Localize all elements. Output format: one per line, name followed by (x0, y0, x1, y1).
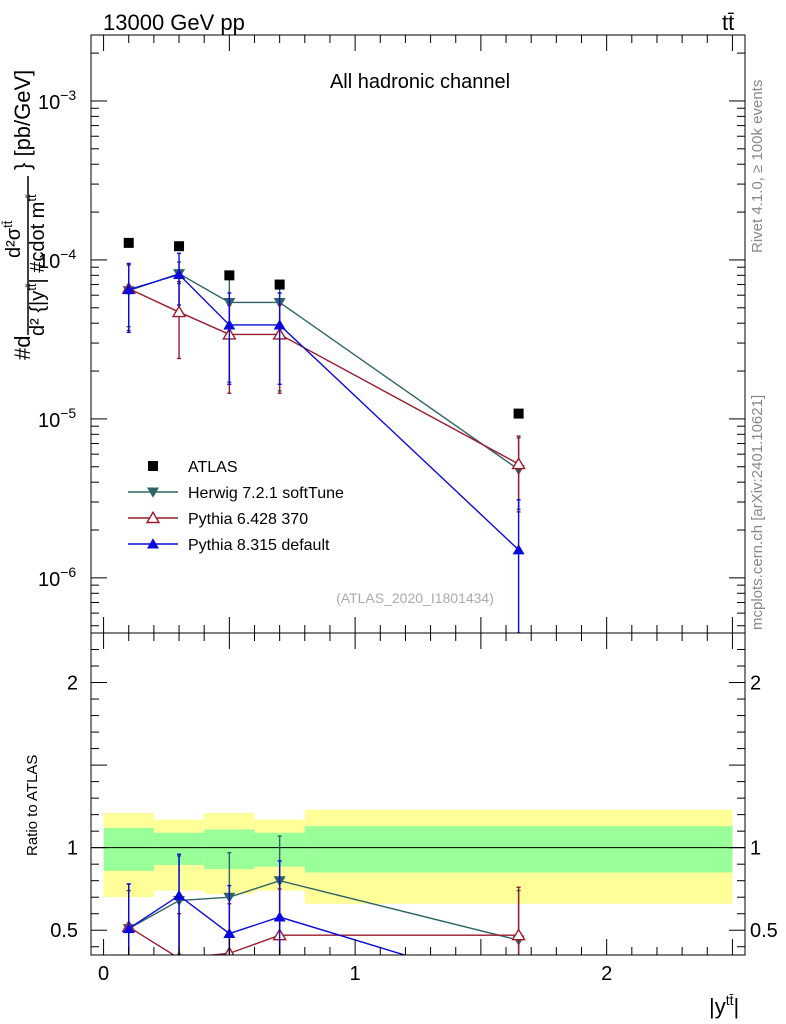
legend-herwig-7-2-1-softtune: Herwig 7.2.1 softTune (128, 485, 344, 502)
main-pythia-8-315-default-point (512, 544, 525, 555)
main-pythia-8-315-default-series (122, 252, 525, 633)
legend-herwig-7-2-1-softtune-label: Herwig 7.2.1 softTune (188, 485, 344, 502)
xlabel-sup: tt̄ (726, 992, 734, 1008)
ratio-ytick-label-left: 2 (67, 673, 78, 695)
ylabel-den-rest: | #cdot m (27, 202, 49, 284)
xlabel-text: |y (709, 994, 726, 1019)
energy-label: 13000 GeV pp (103, 10, 245, 35)
main-ytick-label: 10−4 (38, 246, 76, 273)
ratio-frame (90, 632, 746, 956)
ratio-band-inner (103, 827, 154, 871)
process-label: tt̄ (722, 10, 734, 35)
ratio-pythia-8-315-default-line (128, 894, 407, 955)
ylabel-den-sup: tt̄ (24, 283, 39, 291)
ratio-pythia-8-315-default-point (273, 911, 286, 922)
main-ytick-exp: −4 (60, 246, 76, 262)
main-herwig-7-2-1-softtune-series (122, 261, 525, 510)
main-atlas-point (174, 241, 185, 252)
main-ytick-base: 10 (38, 251, 60, 273)
main-pythia-6-428-370-point (171, 304, 187, 318)
legend-pythia-8-315-default-marker (147, 538, 159, 549)
main-ytick-exp: −5 (60, 405, 76, 421)
ratio-ytick-label-left: 1 (67, 838, 78, 860)
ylabel-unit: } [pb/GeV] (10, 70, 35, 170)
legend-herwig-7-2-1-softtune-marker (147, 487, 159, 498)
main-ytick-exp: −3 (60, 87, 76, 103)
ylabel-hash-d: #d (10, 336, 35, 360)
legend-pythia-6-428-370: Pythia 6.428 370 (128, 510, 308, 528)
ratio-ytick-label-right: 2 (750, 673, 761, 695)
main-ytick-base: 10 (38, 410, 60, 432)
ratio-xtick-label: 2 (601, 963, 612, 985)
main-plot-area (121, 237, 526, 633)
legend-pythia-6-428-370-marker (145, 510, 161, 524)
ylabel-numerator: d²σtt̄ (0, 220, 25, 258)
main-pythia-8-315-default-point (273, 319, 286, 330)
ratio-pythia-8-315-default-point (173, 889, 186, 901)
xlabel-end: | (734, 994, 740, 1019)
main-ytick-exp: −6 (60, 564, 76, 580)
main-ticks: 10−310−410−510−6 (38, 35, 745, 633)
main-pythia-8-315-default-point (223, 319, 236, 330)
main-ytick-label: 10−5 (38, 405, 76, 432)
main-ytick-label: 10−3 (38, 87, 76, 114)
main-ylabel: #d d²σtt̄ d² {|ytt̄| #cdot mtt̄ } [pb/Ge… (0, 70, 49, 360)
legend-atlas-marker (148, 461, 158, 471)
ratio-xtick-label: 0 (98, 963, 109, 985)
ratio-pythia-6-428-370-point (511, 928, 526, 941)
ratio-pythia-8-315-default-series (122, 853, 525, 994)
main-herwig-7-2-1-softtune-line (128, 272, 520, 471)
ratio-plot-area (91, 809, 745, 994)
main-ytick-base: 10 (38, 569, 60, 591)
ratio-xlabel: |ytt̄| (709, 992, 739, 1019)
main-atlas-series (123, 237, 524, 419)
ylabel-num-text: d²σ (3, 227, 25, 258)
ratio-panel: 0.5 0.5 1 1 2 2 0 1 2 Ratio to ATLAS |ytt̄| (24, 632, 778, 1019)
ylabel-num-sup: tt̄ (0, 220, 15, 228)
main-atlas-point (274, 279, 285, 290)
ylabel-denominator: d² {|ytt̄| #cdot mtt̄ (24, 194, 49, 336)
ratio-pythia-8-315-default-point (122, 922, 135, 934)
ratio-pythia-8-315-default-point (513, 984, 525, 994)
ratio-ticks: 0.5 0.5 1 1 2 2 0 1 2 (50, 632, 778, 985)
main-title: All hadronic channel (330, 71, 510, 93)
main-pythia-8-315-default-point (173, 268, 186, 279)
ratio-band-inner (304, 826, 733, 873)
main-pythia-6-428-370-line (128, 287, 519, 465)
rivet-label: Rivet 4.1.0, ≥ 100k events (749, 80, 766, 253)
ratio-pythia-6-428-370-line (128, 926, 519, 955)
main-pythia-8-315-default-point (122, 283, 135, 295)
ratio-ytick-label-right: 0.5 (750, 920, 778, 942)
legend: ATLAS Herwig 7.2.1 softTune Pythia 6.428 3… (128, 459, 344, 554)
legend-pythia-8-315-default: Pythia 8.315 default (128, 537, 330, 554)
mcplots-label: mcplots.cern.ch [arXiv:2401.10621] (749, 395, 766, 630)
main-atlas-point (224, 270, 235, 281)
legend-pythia-6-428-370-label: Pythia 6.428 370 (188, 511, 308, 528)
ratio-ytick-label-left: 0.5 (50, 920, 78, 942)
ratio-pythia-8-315-default-point (223, 927, 236, 939)
main-ytick-base: 10 (38, 92, 60, 114)
main-ytick-label: 10−6 (38, 564, 76, 591)
main-atlas-point (123, 237, 134, 248)
ratio-xtick-label: 1 (350, 963, 361, 985)
legend-atlas: ATLAS (148, 459, 238, 476)
main-atlas-point (513, 408, 524, 419)
ratio-ytick-label-right: 1 (750, 838, 761, 860)
ylabel-den-sup2: tt̄ (24, 194, 39, 202)
main-pythia-6-428-370-point (511, 456, 526, 470)
main-panel: 10−310−410−510−6 All hadronic channel (A… (0, 34, 746, 634)
main-pythia-6-428-370-series (121, 264, 526, 513)
ylabel-den-text: d² {|y (27, 291, 49, 336)
watermark: (ATLAS_2020_I1801434) (336, 590, 494, 606)
legend-pythia-8-315-default-label: Pythia 8.315 default (188, 537, 330, 554)
legend-atlas-label: ATLAS (188, 459, 238, 476)
ratio-ylabel: Ratio to ATLAS (24, 755, 41, 856)
